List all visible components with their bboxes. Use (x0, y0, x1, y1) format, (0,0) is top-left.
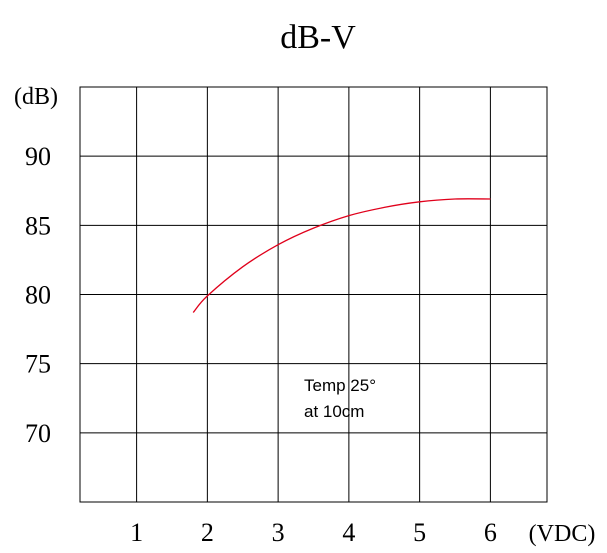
x-tick-label: 6 (484, 518, 497, 547)
y-axis-ticks: 90 85 80 75 70 (25, 142, 51, 448)
grid (80, 87, 547, 502)
x-tick-label: 1 (130, 518, 143, 547)
chart-title: dB-V (280, 19, 356, 56)
y-tick-label: 80 (25, 281, 51, 310)
y-tick-label: 70 (25, 419, 51, 448)
y-tick-label: 75 (25, 350, 51, 379)
annotation: Temp 25° at 10cm (304, 376, 376, 421)
annotation-line-distance: at 10cm (304, 402, 364, 421)
x-axis-label: (VDC) (529, 521, 596, 547)
x-axis-ticks: 1 2 3 4 5 6 (130, 518, 497, 547)
x-tick-label: 5 (413, 518, 426, 547)
y-tick-label: 90 (25, 142, 51, 171)
plot-frame (79, 86, 548, 503)
annotation-line-temp: Temp 25° (304, 376, 376, 395)
y-axis-label: (dB) (14, 84, 58, 110)
x-tick-label: 4 (342, 518, 355, 547)
x-tick-label: 3 (272, 518, 285, 547)
y-tick-label: 85 (25, 211, 51, 240)
series-group (192, 198, 491, 313)
series-line-0 (192, 198, 491, 313)
x-tick-label: 2 (201, 518, 214, 547)
